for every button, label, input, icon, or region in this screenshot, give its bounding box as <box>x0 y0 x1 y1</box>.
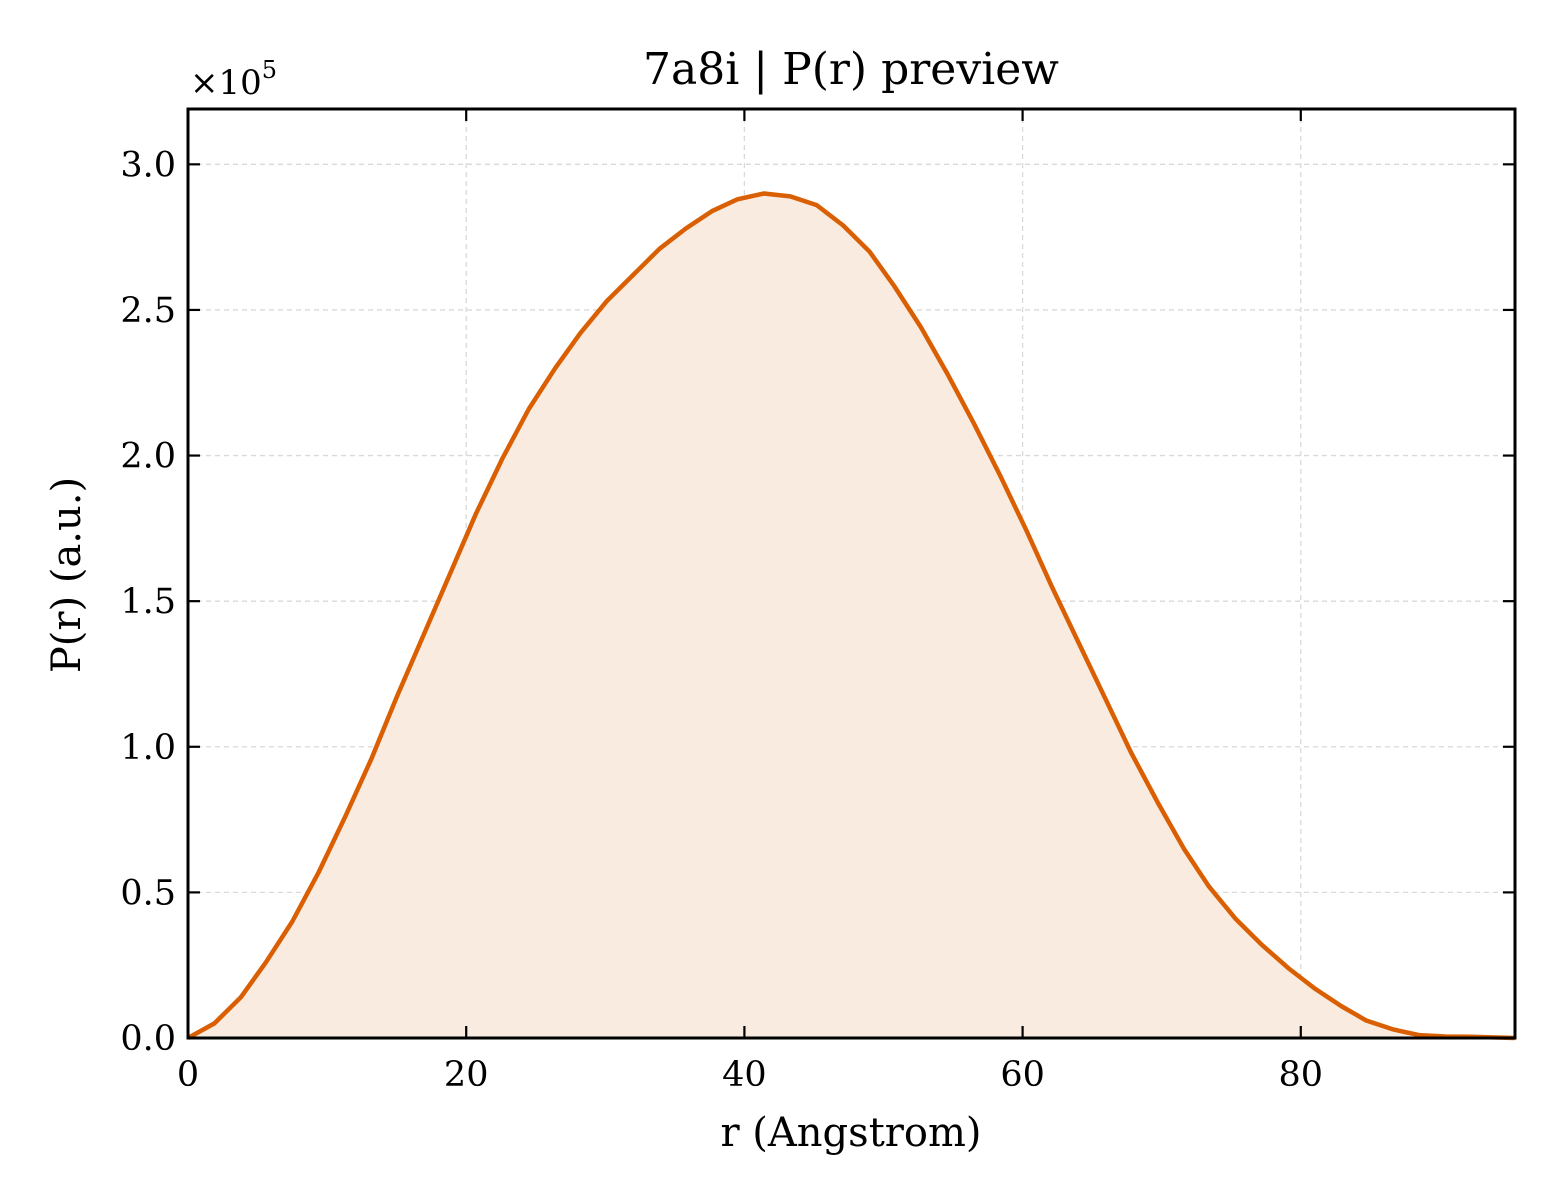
x-axis-label: r (Angstrom) <box>720 1110 981 1156</box>
chart-title: 7a8i | P(r) preview <box>643 44 1059 95</box>
pr-series-line <box>186 191 1516 1041</box>
x-tick-label: 60 <box>1000 1055 1045 1095</box>
y-multiplier-exponent: 5 <box>262 56 277 84</box>
y-tick-label: 0.0 <box>120 1019 176 1059</box>
y-tick-label: 0.5 <box>120 873 176 913</box>
y-tick-label: 2.5 <box>120 291 176 331</box>
tick-labels: 0 20 40 60 80 0.0 0.5 1.0 1.5 2.0 2.5 3.0 <box>120 145 1323 1095</box>
axis-ticks <box>186 109 1515 1040</box>
x-tick-label: 20 <box>444 1055 489 1095</box>
y-tick-label: 1.5 <box>120 582 176 622</box>
x-tick-label: 80 <box>1279 1055 1324 1095</box>
y-axis-multiplier: ×105 <box>190 56 277 103</box>
plot-frame <box>186 107 1517 1040</box>
y-tick-label: 2.0 <box>120 437 176 477</box>
y-axis-label: P(r) (a.u.) <box>44 477 90 673</box>
x-tick-label: 40 <box>722 1055 767 1095</box>
y-multiplier-base: ×10 <box>190 63 262 103</box>
x-tick-label: 0 <box>177 1055 199 1095</box>
pr-area-fill <box>188 193 1515 1038</box>
y-tick-label: 1.0 <box>120 728 176 768</box>
y-tick-label: 3.0 <box>120 145 176 185</box>
